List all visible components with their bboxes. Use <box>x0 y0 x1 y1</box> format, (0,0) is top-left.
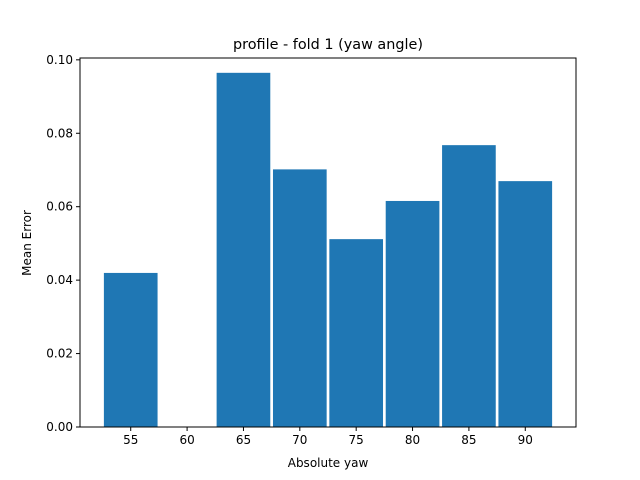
x-tick-label: 90 <box>518 433 533 447</box>
x-tick-label: 60 <box>179 433 194 447</box>
x-tick-label: 75 <box>349 433 364 447</box>
axes-frame <box>79 57 577 428</box>
bars-group <box>102 71 554 428</box>
x-ticks-group: 55 60 65 70 75 80 85 90 <box>123 427 533 447</box>
y-tick-label: 0.08 <box>46 126 73 140</box>
bar-75 <box>328 238 385 428</box>
x-axis-label: Absolute yaw <box>288 456 369 470</box>
y-tick-label: 0.02 <box>46 347 73 361</box>
x-tick-label: 80 <box>405 433 420 447</box>
chart-title: profile - fold 1 (yaw angle) <box>233 37 423 53</box>
y-tick-label: 0.10 <box>46 53 73 67</box>
bar-90 <box>497 180 554 428</box>
bar-70 <box>271 168 328 428</box>
y-tick-label: 0.00 <box>46 420 73 434</box>
bar-65 <box>215 71 272 428</box>
x-tick-label: 70 <box>292 433 307 447</box>
y-axis-label: Mean Error <box>20 210 34 276</box>
x-tick-label: 85 <box>461 433 476 447</box>
bar-85 <box>441 144 497 428</box>
y-ticks-group: 0.00 0.02 0.04 0.06 0.08 0.10 <box>46 53 80 434</box>
y-tick-label: 0.06 <box>46 200 73 214</box>
bar-55 <box>102 271 159 428</box>
x-tick-label: 65 <box>236 433 251 447</box>
y-tick-label: 0.04 <box>46 273 73 287</box>
bar-80 <box>384 199 441 428</box>
x-tick-label: 55 <box>123 433 138 447</box>
